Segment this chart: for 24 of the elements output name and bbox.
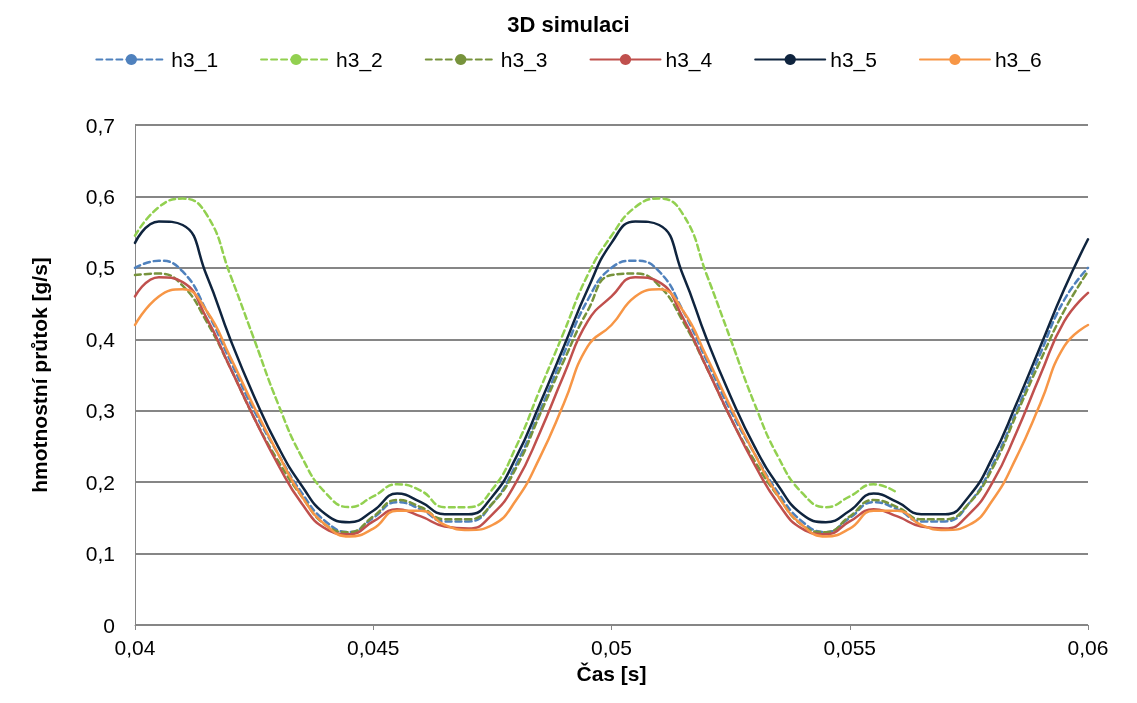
x-tick-label: 0,06 bbox=[1067, 636, 1109, 659]
legend-label: h3_3 bbox=[500, 48, 548, 72]
x-tick-label: 0,05 bbox=[591, 636, 632, 659]
y-tick-label: 0,1 bbox=[85, 542, 115, 566]
y-tick-label: 0,6 bbox=[85, 184, 115, 208]
legend-label: h3_5 bbox=[830, 48, 877, 72]
y-tick-label: 0,7 bbox=[85, 113, 115, 137]
x-tick-label: 0,045 bbox=[346, 636, 400, 659]
legend-label: h3_1 bbox=[171, 48, 219, 72]
x-tick-label: 0,04 bbox=[114, 636, 156, 659]
y-tick-label: 0,4 bbox=[85, 327, 116, 351]
line-series bbox=[133, 197, 899, 509]
y-tick-label: 0,3 bbox=[85, 399, 115, 423]
line-series bbox=[133, 220, 1090, 524]
chart-title: 3D simulaci bbox=[507, 11, 630, 37]
y-tick-label: 0 bbox=[103, 613, 115, 637]
legend-label: h3_4 bbox=[665, 48, 713, 72]
legend-label: h3_2 bbox=[336, 48, 383, 72]
y-tick-label: 0,2 bbox=[85, 470, 115, 494]
x-tick-label: 0,055 bbox=[823, 636, 877, 659]
y-axis-title: hmotnostní průtok [g/s] bbox=[28, 257, 51, 493]
x-axis-title: Čas [s] bbox=[576, 661, 647, 685]
y-tick-label: 0,5 bbox=[85, 256, 115, 280]
legend-label: h3_6 bbox=[994, 48, 1042, 72]
